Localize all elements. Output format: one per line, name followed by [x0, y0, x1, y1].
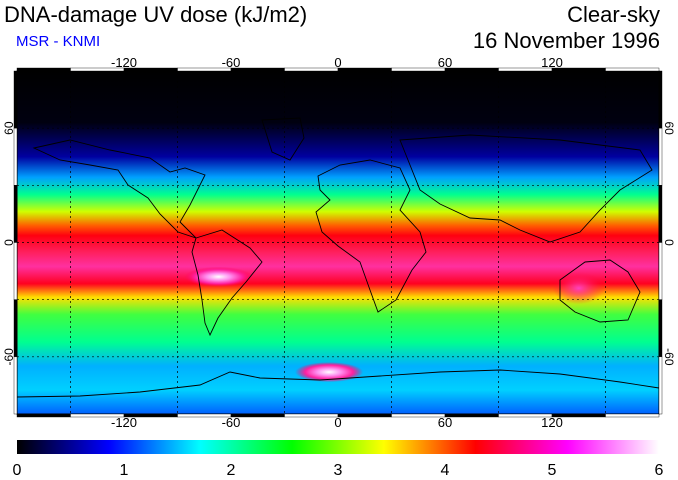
- lat-tick-label-left: 0: [2, 239, 16, 246]
- colorbar-tick-label: 0: [13, 462, 22, 479]
- lon-tick-label-bottom: 0: [334, 415, 341, 430]
- lon-tick-label-bottom: 60: [438, 415, 452, 430]
- frame-mark: [13, 185, 18, 243]
- lon-tick-label-bottom: -60: [222, 415, 241, 430]
- frame-mark: [337, 413, 392, 418]
- lat-tick-label-left: -60: [2, 348, 16, 366]
- frame-mark: [16, 67, 71, 72]
- coast-antarctica: [16, 369, 660, 398]
- coast-australia: [559, 259, 641, 323]
- frame-mark: [658, 242, 663, 300]
- frame-mark: [284, 67, 339, 72]
- graticule: [17, 71, 659, 414]
- colorbar: 0 1 2 3 4 5 6: [13, 440, 664, 479]
- colorbar-tick-label: 6: [655, 462, 664, 479]
- frame-mark: [658, 127, 663, 186]
- hotspot-2: [552, 272, 605, 305]
- frame-mark: [13, 356, 18, 415]
- frame-mark: [16, 413, 71, 418]
- lat-tick-label-left: 60: [2, 121, 16, 135]
- uv-dose-map: -120 -60 0 60 120 -120 -60 0 60 120 60 0 -60 60 0 -6…: [2, 55, 676, 430]
- lon-tick-label-bottom: -120: [111, 415, 137, 430]
- frame-mark: [605, 67, 660, 72]
- colorbar-tick-label: 5: [548, 462, 557, 479]
- coast-asia: [399, 134, 653, 243]
- lat-tick-label-right: -60: [662, 348, 676, 366]
- credit-label: MSR - KNMI: [16, 33, 101, 50]
- date-label: 16 November 1996: [472, 28, 660, 53]
- frame-mark: [444, 67, 499, 72]
- colorbar-tick-label: 2: [227, 462, 236, 479]
- hotspot-0: [184, 266, 253, 287]
- sky-condition-label: Clear-sky: [567, 2, 660, 27]
- frame-mark: [658, 185, 663, 243]
- lon-tick-label-top: 120: [541, 55, 563, 70]
- map-title: DNA-damage UV dose (kJ/m2): [4, 2, 308, 27]
- coast-greenland: [261, 117, 305, 161]
- frame-mark: [658, 70, 663, 129]
- coast-europe-africa: [315, 159, 427, 313]
- colorbar-tick-label: 4: [441, 462, 450, 479]
- lat-tick-label-right: 60: [662, 121, 676, 135]
- colorbar-gradient: [17, 440, 659, 454]
- hotspot-1: [295, 362, 364, 383]
- frame-mark: [13, 127, 18, 186]
- frame-mark: [658, 299, 663, 358]
- coast-south-america: [191, 229, 263, 337]
- frame-mark: [13, 70, 18, 129]
- frame-mark: [605, 413, 660, 418]
- frame-mark: [337, 67, 392, 72]
- frame-mark: [284, 413, 339, 418]
- colorbar-tick-label: 3: [334, 462, 343, 479]
- lat-tick-label-right: 0: [662, 239, 676, 246]
- colorbar-tick-label: 1: [120, 462, 129, 479]
- lon-tick-label-top: 0: [334, 55, 341, 70]
- frame-mark: [658, 356, 663, 415]
- lon-tick-label-top: 60: [438, 55, 452, 70]
- frame-mark: [444, 413, 499, 418]
- lon-tick-label-bottom: 120: [541, 415, 563, 430]
- coastlines: [16, 117, 660, 398]
- frame-mark: [13, 242, 18, 300]
- coast-north-america: [32, 139, 206, 239]
- lon-tick-label-top: -60: [222, 55, 241, 70]
- lon-tick-label-top: -120: [111, 55, 137, 70]
